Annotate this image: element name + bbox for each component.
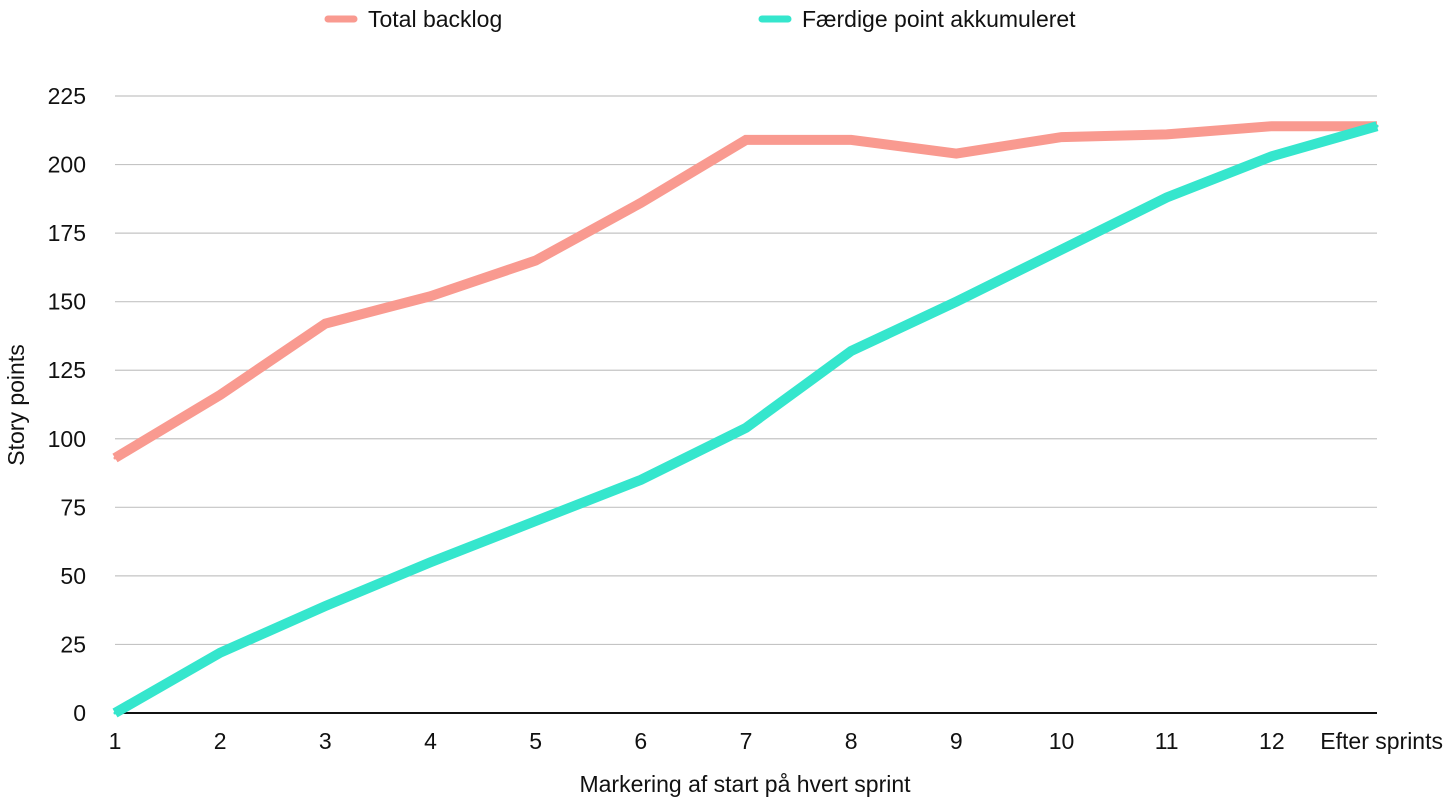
data-point-total-backlog-12 xyxy=(1270,124,1274,128)
legend-item-total-backlog: Total backlog xyxy=(324,6,502,32)
y-tick-label-50: 50 xyxy=(60,563,86,589)
data-point-total-backlog-7 xyxy=(744,138,748,142)
data-point-faerdige-point-akkumuleret-12 xyxy=(1270,154,1274,158)
data-point-total-backlog-11 xyxy=(1165,132,1169,136)
data-point-faerdige-point-akkumuleret-1 xyxy=(113,711,117,715)
series-line-faerdige-point-akkumuleret xyxy=(112,121,1379,718)
x-tick-label-5: 5 xyxy=(529,728,542,754)
data-point-faerdige-point-akkumuleret-3 xyxy=(323,604,327,608)
y-tick-label-75: 75 xyxy=(60,494,86,520)
data-point-total-backlog-4 xyxy=(429,294,432,298)
x-tick-label-7: 7 xyxy=(740,728,753,754)
legend: Total backlog Færdige point akkumuleret xyxy=(324,6,1076,32)
series-line-total-backlog xyxy=(112,121,1377,463)
y-tick-label-0: 0 xyxy=(73,700,86,726)
data-point-total-backlog-2 xyxy=(218,393,222,397)
y-tick-label-25: 25 xyxy=(60,631,86,657)
y-tick-label-100: 100 xyxy=(48,426,86,452)
x-tick-label-6: 6 xyxy=(634,728,647,754)
data-point-total-backlog-9 xyxy=(954,152,958,156)
data-point-total-backlog-1 xyxy=(113,456,117,460)
data-point-faerdige-point-akkumuleret-efter-sprints xyxy=(1375,124,1379,128)
data-point-total-backlog-3 xyxy=(323,322,327,326)
x-tick-label-9: 9 xyxy=(950,728,963,754)
legend-label-total-backlog: Total backlog xyxy=(368,6,502,32)
y-tick-label-175: 175 xyxy=(48,220,86,246)
x-axis-title: Markering af start på hvert sprint xyxy=(579,771,911,797)
x-tick-label-10: 10 xyxy=(1049,728,1075,754)
y-tick-label-150: 150 xyxy=(48,289,86,315)
data-point-faerdige-point-akkumuleret-5 xyxy=(534,519,538,523)
legend-item-faerdige-point-akkumuleret: Færdige point akkumuleret xyxy=(758,6,1076,32)
gridlines xyxy=(115,95,1377,646)
data-point-total-backlog-10 xyxy=(1060,135,1063,139)
data-point-total-backlog-5 xyxy=(534,259,538,263)
data-point-total-backlog-8 xyxy=(849,138,853,142)
data-point-faerdige-point-akkumuleret-8 xyxy=(849,349,853,353)
x-tick-label-1: 1 xyxy=(109,728,122,754)
legend-label-faerdige-point-akkumuleret: Færdige point akkumuleret xyxy=(802,6,1076,32)
y-tick-label-225: 225 xyxy=(48,83,86,109)
data-point-faerdige-point-akkumuleret-11 xyxy=(1165,195,1169,199)
data-point-faerdige-point-akkumuleret-9 xyxy=(954,300,958,304)
y-tick-label-125: 125 xyxy=(48,357,86,383)
x-tick-label-3: 3 xyxy=(319,728,332,754)
data-point-faerdige-point-akkumuleret-2 xyxy=(218,651,222,655)
data-point-total-backlog-6 xyxy=(639,201,643,205)
data-point-faerdige-point-akkumuleret-7 xyxy=(744,426,748,430)
data-point-faerdige-point-akkumuleret-6 xyxy=(639,478,643,482)
series-lines xyxy=(112,121,1379,718)
x-tick-label-11: 11 xyxy=(1155,728,1179,754)
data-point-faerdige-point-akkumuleret-10 xyxy=(1060,248,1063,252)
x-tick-label-8: 8 xyxy=(845,728,858,754)
x-tick-label-4: 4 xyxy=(424,728,437,754)
x-tick-label-12: 12 xyxy=(1259,728,1285,754)
y-tick-label-200: 200 xyxy=(48,152,86,178)
data-point-faerdige-point-akkumuleret-4 xyxy=(429,560,432,564)
y-axis-title: Story points xyxy=(3,344,29,465)
x-tick-label-efter-sprints: Efter sprints xyxy=(1320,728,1443,754)
x-tick-label-2: 2 xyxy=(214,728,227,754)
